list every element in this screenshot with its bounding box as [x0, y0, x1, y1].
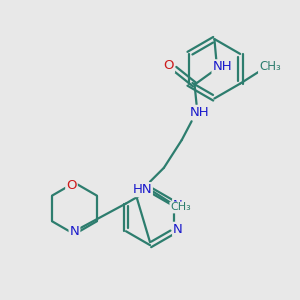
Text: NH: NH [212, 60, 232, 73]
Text: CH₃: CH₃ [259, 60, 281, 73]
Text: O: O [164, 59, 174, 72]
Text: N: N [173, 199, 183, 212]
Text: O: O [66, 179, 77, 192]
Text: CH₃: CH₃ [170, 202, 191, 212]
Text: N: N [70, 225, 79, 238]
Text: N: N [173, 223, 183, 236]
Text: HN: HN [132, 183, 152, 196]
Text: NH: NH [190, 106, 209, 119]
